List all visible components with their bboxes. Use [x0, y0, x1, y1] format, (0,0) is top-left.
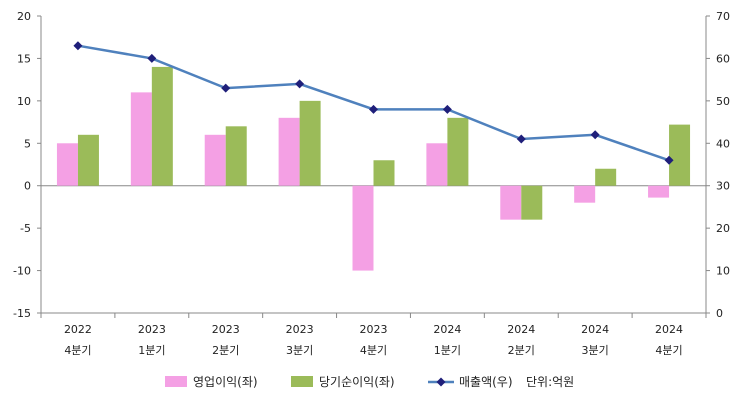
bar	[77, 134, 99, 186]
line-point	[664, 155, 674, 165]
right-tick-label: 70	[716, 10, 730, 23]
left-tick-label: 5	[24, 137, 31, 150]
right-tick-label: 0	[716, 307, 723, 320]
x-tick-label-quarter: 1분기	[138, 344, 165, 357]
x-tick-label-year: 2024	[581, 323, 609, 336]
bar	[648, 185, 670, 198]
bar	[373, 160, 395, 186]
line-point	[442, 104, 452, 114]
bar	[278, 117, 300, 186]
bar	[669, 124, 691, 186]
left-tick-label: 0	[24, 180, 31, 193]
left-tick-label: 10	[17, 95, 31, 108]
legend-swatch	[165, 376, 187, 387]
legend-swatch	[291, 376, 313, 387]
x-tick-label-quarter: 2분기	[212, 344, 239, 357]
bar	[500, 185, 522, 220]
legend-label: 매출액(우)	[459, 375, 513, 389]
bar	[447, 117, 469, 186]
left-tick-label: 20	[17, 10, 31, 23]
x-tick-label-quarter: 3분기	[286, 344, 313, 357]
left-tick-label: 15	[17, 52, 31, 65]
right-tick-label: 40	[716, 137, 730, 150]
bar	[574, 185, 596, 203]
line-point	[369, 104, 378, 114]
x-tick-label-quarter: 2분기	[508, 344, 535, 357]
x-tick-label-quarter: 1분기	[434, 344, 461, 357]
axes: -15 -10 -5 0 5 10 15 20 0 10 20 30 40 50 60 70	[13, 10, 730, 320]
bar	[426, 143, 448, 186]
right-tick-label: 20	[716, 222, 730, 235]
bar	[130, 92, 152, 186]
x-tick-label-year: 2023	[212, 323, 240, 336]
bar	[595, 168, 617, 186]
x-tick-label-year: 2024	[507, 323, 535, 336]
category-labels: 2022 4분기 2023 1분기 2023 2분기 2023 3분기 2023 4분기 2024 1…	[64, 323, 683, 357]
x-tick-label-quarter: 4분기	[360, 344, 387, 357]
x-tick-label-year: 2023	[360, 323, 388, 336]
x-tick-label-year: 2023	[138, 323, 166, 336]
bar	[204, 134, 226, 186]
line-point	[147, 53, 157, 63]
legend: 영업이익(좌) 당기순이익(좌) 매출액(우) 단위:억원	[165, 375, 574, 389]
revenue-line	[73, 41, 674, 165]
line-point	[221, 83, 231, 93]
bar	[225, 126, 247, 186]
right-tick-label: 30	[716, 180, 730, 193]
legend-unit-note: 단위:억원	[526, 375, 574, 389]
line-point	[516, 134, 526, 144]
line-point	[295, 79, 305, 89]
left-tick-label: -5	[20, 222, 31, 235]
right-tick-label: 50	[716, 95, 730, 108]
legend-marker	[436, 377, 446, 387]
x-tick-label-quarter: 3분기	[582, 344, 609, 357]
x-tick-label-year: 2022	[64, 323, 92, 336]
bar	[299, 100, 321, 186]
x-tick-label-quarter: 4분기	[64, 344, 91, 357]
x-tick-label-quarter: 4분기	[655, 344, 682, 357]
line-point	[590, 130, 600, 140]
left-tick-label: -15	[13, 307, 31, 320]
bar	[352, 185, 374, 271]
x-tick-label-year: 2023	[286, 323, 314, 336]
bar	[151, 66, 173, 186]
bar	[56, 143, 78, 186]
bars	[56, 66, 691, 271]
right-tick-label: 10	[716, 265, 730, 278]
legend-label: 영업이익(좌)	[193, 375, 258, 389]
right-tick-label: 60	[716, 52, 730, 65]
bar	[521, 185, 543, 220]
x-tick-label-year: 2024	[433, 323, 461, 336]
left-tick-label: -10	[13, 265, 31, 278]
legend-label: 당기순이익(좌)	[319, 375, 395, 389]
line-point	[73, 41, 83, 51]
x-tick-label-year: 2024	[655, 323, 683, 336]
